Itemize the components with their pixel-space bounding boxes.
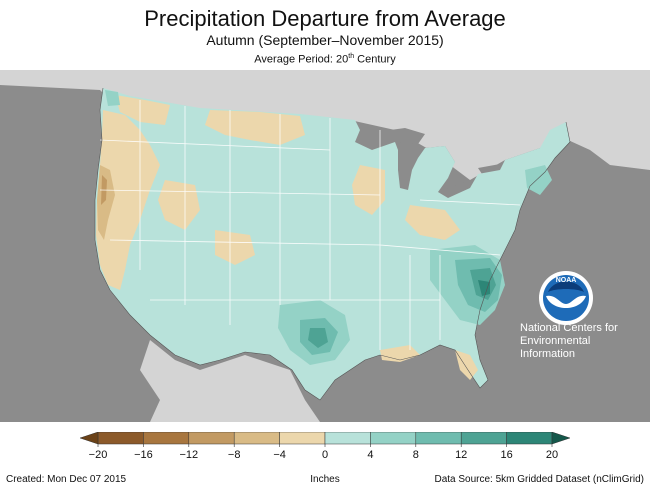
legend-tick-label: 0 [322, 449, 328, 461]
lake-erie [438, 180, 478, 198]
dry-midwest [352, 165, 385, 215]
legend-swatches [97, 432, 553, 445]
ncei-line-2: Environmental [520, 335, 591, 347]
mexico-land [140, 340, 320, 422]
dry-florida [455, 350, 478, 380]
map-subtitle: Autumn (September–November 2015) [206, 32, 444, 48]
dry-ohio-valley [405, 205, 460, 240]
legend-tick-label: −12 [179, 449, 198, 461]
coastline [94, 87, 571, 401]
noaa-logo-gull [546, 295, 586, 308]
legend-swatch [415, 432, 462, 445]
legend-swatch [233, 432, 280, 445]
noaa-logo: NOAA [539, 271, 593, 325]
legend-tick-label: 16 [500, 449, 512, 461]
legend-tick-label: −16 [134, 449, 153, 461]
state-boundaries [99, 100, 521, 350]
legend-swatch [279, 432, 326, 445]
dry-great-basin [158, 180, 200, 230]
dry-california-core [97, 165, 115, 240]
legend-left-arrow [80, 432, 99, 445]
legend-tick-label: −20 [89, 449, 108, 461]
legend-swatch [460, 432, 507, 445]
legend-swatch [324, 432, 371, 445]
noaa-logo-text: NOAA [556, 277, 577, 284]
lake-ontario [478, 164, 502, 174]
wet-carolinas-max [478, 280, 490, 296]
wet-texas-core [308, 328, 328, 348]
precipitation-map [0, 70, 650, 422]
legend-swatch [97, 432, 144, 445]
legend-tick-label: −8 [228, 449, 241, 461]
map-title: Precipitation Departure from Average [144, 6, 506, 31]
period-suffix: Century [354, 53, 396, 66]
color-legend: −20 −16 −12 −8 −4 0 4 8 12 16 20 [80, 432, 570, 461]
lake-superior [355, 128, 425, 150]
title-block: Precipitation Departure from Average Aut… [0, 0, 650, 70]
wet-washington [105, 90, 120, 106]
average-period: Average Period: 20th Century [0, 50, 650, 67]
dry-pacific-nw [115, 95, 170, 125]
ncei-line-3: Information [520, 348, 576, 360]
legend-tick-label: 8 [413, 449, 419, 461]
legend-tick-label: 12 [455, 449, 467, 461]
created-date: Created: Mon Dec 07 2015 [6, 474, 127, 485]
legend-swatch [188, 432, 235, 445]
noaa-logo-upper [548, 281, 584, 292]
canada-land [0, 70, 650, 180]
dry-four-corners [215, 230, 255, 265]
legend-tick-label: 4 [367, 449, 373, 461]
dry-west-coast [96, 110, 160, 290]
legend-tick-label: −4 [273, 449, 286, 461]
legend-unit: Inches [310, 474, 340, 485]
legend-swatch [506, 432, 553, 445]
wet-new-england [525, 165, 552, 195]
period-sup: th [348, 53, 355, 60]
period-prefix: Average Period: 20 [254, 53, 349, 66]
legend-swatch [143, 432, 190, 445]
data-source: Data Source: 5km Gridded Dataset (nClimG… [434, 474, 644, 485]
ncei-name: National Centers for Environmental Infor… [520, 322, 630, 361]
lake-michigan [398, 148, 412, 190]
legend-right-arrow [551, 432, 570, 445]
legend-swatch [370, 432, 417, 445]
legend-ticks: −20 −16 −12 −8 −4 0 4 8 12 16 20 [89, 444, 558, 461]
ncei-line-1: National Centers for [520, 322, 618, 334]
legend-tick-label: 20 [546, 449, 558, 461]
